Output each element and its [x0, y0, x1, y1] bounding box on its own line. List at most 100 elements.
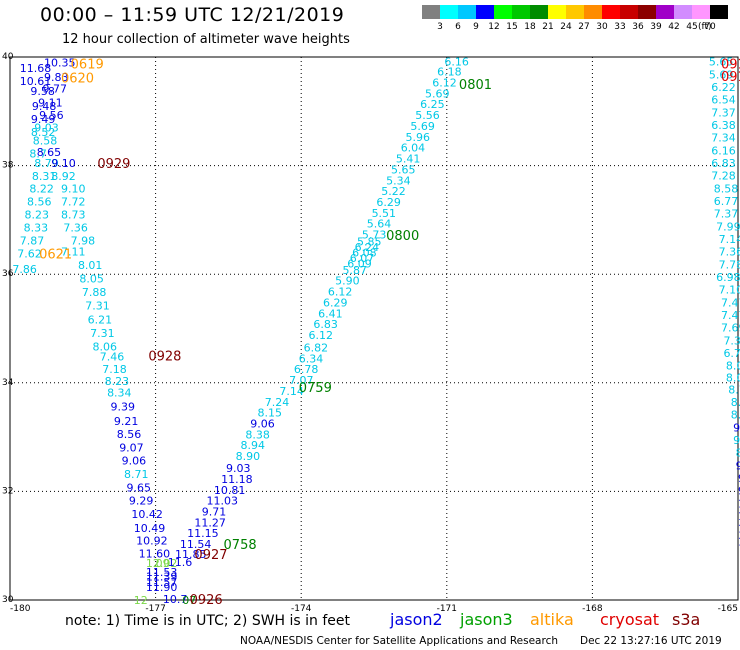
wave-height-value: 11.85	[175, 548, 207, 561]
scale-swatch	[548, 5, 566, 19]
wave-height-value: 9.77	[43, 82, 68, 95]
wave-height-value: 9.03	[34, 122, 59, 135]
wave-height-value: 8.65	[37, 146, 62, 159]
wave-height-value: 6.12	[432, 77, 457, 90]
wave-height-value: 8.71	[124, 468, 149, 481]
wave-height-value: 9.48	[32, 100, 57, 113]
wave-height-value: 6.83	[711, 157, 736, 170]
wave-height-value: 9.56	[39, 109, 64, 122]
wave-height-value: 8.52	[31, 126, 55, 139]
wave-height-value: 7.62	[17, 248, 41, 261]
wave-height-value: 9.49	[31, 113, 55, 126]
wave-height-value: 6.38	[711, 119, 736, 132]
wave-height-value: 7.11	[61, 245, 86, 258]
wave-height-value: 9.71	[202, 505, 227, 518]
wave-height-value: 7.47	[721, 296, 740, 309]
wave-height-value: 6.16	[444, 55, 469, 68]
wave-height-value: 9.07	[119, 441, 144, 454]
wave-height-value: 10.61	[20, 75, 51, 88]
pass-time-label: 0759	[299, 381, 332, 396]
wave-height-value: 9.10	[51, 157, 76, 170]
wave-height-value: 7.31	[90, 327, 115, 340]
pass-time-label: 0800	[386, 229, 419, 244]
pass-time-label: 0927	[194, 548, 227, 563]
wave-height-value: 8.73	[61, 208, 86, 221]
wave-height-value: 5.69	[425, 87, 450, 100]
wave-height-value: 8.00	[726, 371, 740, 384]
wave-height-value: 8.22	[29, 182, 54, 195]
wave-height-value: 10.81	[214, 484, 246, 497]
wave-height-value: 10	[738, 497, 740, 510]
pass-time-label: 0926	[190, 593, 223, 608]
wave-height-value: 7.14	[279, 385, 304, 398]
x-tick-label: -180	[10, 604, 31, 614]
scale-swatch	[638, 5, 656, 19]
wave-height-value: 11.54	[180, 538, 212, 551]
pass-time-label: 0758	[224, 538, 257, 553]
wave-height-value: 8.90	[236, 450, 261, 463]
wave-height-value: 6.09	[347, 257, 372, 270]
wave-height-value: 11.6	[168, 556, 193, 569]
wave-height-value: 8.92	[51, 170, 76, 183]
scale-swatch	[512, 5, 530, 19]
wave-height-value: 8.58	[714, 182, 739, 195]
x-tick-label: -171	[437, 604, 457, 614]
wave-height-value: 9.3	[733, 434, 740, 447]
y-tick-label: 38	[2, 161, 14, 171]
wave-height-value: 7.24	[265, 396, 290, 409]
wave-height-value: 7.18	[102, 363, 127, 376]
y-tick-label: 34	[2, 378, 14, 388]
wave-height-value: 9.3	[733, 421, 740, 434]
wave-height-value: 6.07	[350, 252, 375, 265]
wave-height-value: 8.33	[24, 222, 49, 235]
wave-height-value: 6.08	[352, 246, 377, 259]
wave-height-value: 7.10	[719, 283, 740, 296]
scale-swatch	[530, 5, 548, 19]
wave-height-value: 10	[738, 535, 740, 548]
wave-height-value: 7.07	[289, 374, 314, 387]
wave-height-value: 5.56	[415, 109, 440, 122]
wave-height-value: 8.6	[736, 446, 740, 459]
generated-timestamp: Dec 22 13:27:16 UTC 2019	[580, 635, 722, 647]
x-tick-label: -177	[145, 604, 165, 614]
scale-swatch	[602, 5, 620, 19]
wave-height-value: 11.57	[146, 576, 178, 589]
wave-height-value: 8.34	[107, 387, 132, 400]
x-tick-label: -168	[582, 604, 603, 614]
wave-height-value: 11.90	[146, 581, 178, 594]
scale-swatch	[476, 5, 494, 19]
wave-height-value: 8.23	[25, 208, 49, 221]
scale-label: 70	[704, 22, 716, 32]
wave-height-value: 5.69	[709, 68, 734, 81]
wave-height-value: 7.36	[63, 222, 88, 235]
wave-height-value: 7.88	[82, 286, 107, 299]
wave-height-value: 5.65	[709, 55, 734, 68]
wave-height-value: 8.15	[258, 407, 283, 420]
wave-height-value: 9.11	[38, 97, 63, 110]
wave-height-value: 9.03	[226, 462, 251, 475]
pass-time-label: 0620	[61, 72, 94, 87]
wave-height-value: 8.38	[731, 396, 740, 409]
y-tick-label: 36	[2, 269, 14, 279]
scale-swatch	[620, 5, 638, 19]
scale-swatch	[656, 5, 674, 19]
wave-height-value: 9.06	[122, 454, 147, 467]
units-note: note: 1) Time is in UTC; 2) SWH is in fe…	[65, 613, 351, 629]
wave-height-value: 7.87	[20, 235, 44, 248]
wave-height-value: 6.29	[376, 196, 401, 209]
scale-label: 12	[488, 22, 500, 32]
wave-height-value: 8.56	[117, 428, 142, 441]
wave-height-value: 6.78	[294, 363, 319, 376]
wave-height-value: 8.38	[245, 428, 269, 441]
scale-label: 42	[668, 22, 680, 32]
wave-height-value: 9.4	[738, 472, 740, 485]
wave-height-value: 9.39	[110, 401, 134, 414]
wave-height-value: 9.83	[44, 71, 68, 84]
wave-height-value: 5.41	[396, 153, 421, 166]
scale-label: 3	[437, 22, 443, 32]
scale-swatch	[692, 5, 710, 19]
scale-swatch	[674, 5, 692, 19]
wave-height-value: 5.69	[410, 120, 435, 133]
wave-height-value: 11.53	[146, 566, 178, 579]
